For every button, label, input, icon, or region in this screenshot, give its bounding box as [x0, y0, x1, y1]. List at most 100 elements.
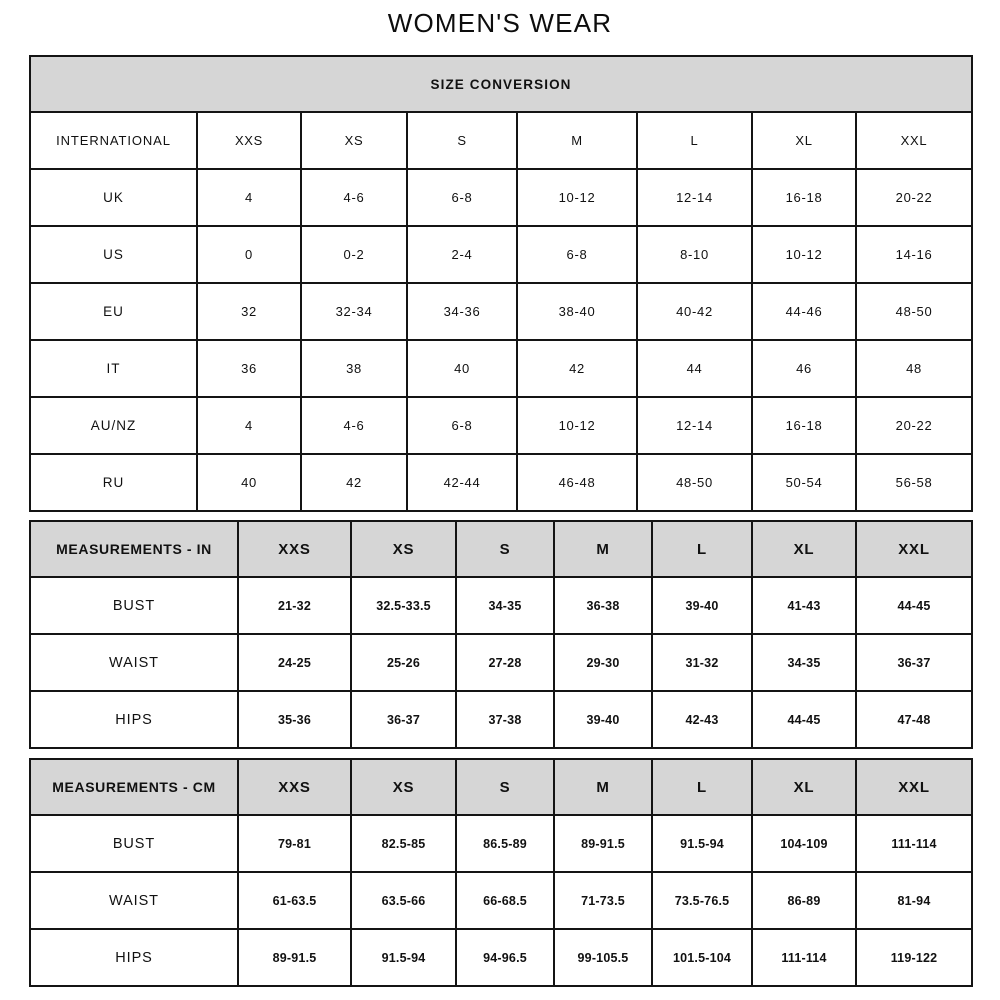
measurements-cm-size-m: M — [553, 758, 653, 816]
cell-waist-in-m: 29-30 — [553, 633, 653, 692]
page-title: WOMEN'S WEAR — [387, 8, 613, 38]
size-header-xs: XS — [300, 111, 408, 170]
size-conversion-body: SIZE CONVERSION INTERNATIONAL XXS XS S M… — [28, 55, 974, 512]
cell-hips-in-xl: 44-45 — [751, 690, 857, 749]
cell-waist-in-xxs: 24-25 — [237, 633, 352, 692]
cell-bust-cm-xxl: 111-114 — [855, 814, 973, 873]
size-conversion-size-row: INTERNATIONAL XXS XS S M L XL XXL — [29, 111, 974, 170]
cell-hips-cm-xs: 91.5-94 — [350, 928, 457, 987]
measurements-cm-corner: MEASUREMENTS - CM — [29, 758, 239, 816]
measurements-in-table: MEASUREMENTS - IN XXS XS S M L XL XXL BU… — [29, 520, 973, 749]
cell-ru-xxs: 40 — [196, 453, 302, 512]
cell-eu-m: 38-40 — [516, 282, 638, 341]
cell-bust-cm-xl: 104-109 — [751, 814, 857, 873]
cell-hips-in-xxl: 47-48 — [855, 690, 973, 749]
cell-aunz-l: 12-14 — [636, 396, 753, 455]
cell-it-xs: 38 — [300, 339, 408, 398]
size-header-xxl: XXL — [854, 111, 974, 170]
cell-waist-cm-xl: 86-89 — [751, 871, 857, 930]
cell-ru-s: 42-44 — [406, 453, 518, 512]
measurements-cm-size-xxs: XXS — [237, 758, 352, 816]
measurements-in-size-s: S — [455, 520, 555, 578]
cell-bust-in-xxl: 44-45 — [855, 576, 973, 635]
row-label-it: IT — [29, 339, 198, 398]
cell-it-xl: 46 — [751, 339, 857, 398]
size-header-xl: XL — [751, 111, 857, 170]
cell-ru-xs: 42 — [300, 453, 408, 512]
cell-waist-cm-xxl: 81-94 — [855, 871, 973, 930]
cell-bust-cm-xs: 82.5-85 — [350, 814, 457, 873]
cell-uk-xxs: 4 — [196, 168, 302, 227]
size-conversion-table: SIZE CONVERSION INTERNATIONAL XXS XS S M… — [28, 55, 974, 512]
size-header-l: L — [636, 111, 753, 170]
size-conversion-banner-row: SIZE CONVERSION — [28, 55, 974, 113]
cell-bust-cm-l: 91.5-94 — [651, 814, 753, 873]
measurements-cm-head: MEASUREMENTS - CM XXS XS S M L XL XXL — [29, 758, 973, 816]
row-label-international: INTERNATIONAL — [29, 111, 198, 170]
cell-it-xxl: 48 — [854, 339, 974, 398]
cell-aunz-xxl: 20-22 — [854, 396, 974, 455]
cell-us-m: 6-8 — [516, 225, 638, 284]
measurements-cm-size-l: L — [651, 758, 753, 816]
cell-ru-l: 48-50 — [636, 453, 753, 512]
cell-hips-cm-s: 94-96.5 — [455, 928, 555, 987]
cell-bust-cm-xxs: 79-81 — [237, 814, 352, 873]
cell-hips-cm-xxl: 119-122 — [855, 928, 973, 987]
measurements-in-size-xl: XL — [751, 520, 857, 578]
table-row: UK 4 4-6 6-8 10-12 12-14 16-18 20-22 — [29, 168, 974, 227]
cell-hips-in-xs: 36-37 — [350, 690, 457, 749]
table-row: BUST 21-32 32.5-33.5 34-35 36-38 39-40 4… — [29, 576, 973, 635]
cell-waist-cm-m: 71-73.5 — [553, 871, 653, 930]
table-row: BUST 79-81 82.5-85 86.5-89 89-91.5 91.5-… — [29, 814, 973, 873]
cell-it-m: 42 — [516, 339, 638, 398]
cell-hips-cm-xxs: 89-91.5 — [237, 928, 352, 987]
cell-uk-xl: 16-18 — [751, 168, 857, 227]
row-label-bust-cm: BUST — [29, 814, 239, 873]
cell-uk-s: 6-8 — [406, 168, 518, 227]
cell-us-l: 8-10 — [636, 225, 753, 284]
table-row: HIPS 89-91.5 91.5-94 94-96.5 99-105.5 10… — [29, 928, 973, 987]
cell-it-l: 44 — [636, 339, 753, 398]
table-row: RU 40 42 42-44 46-48 48-50 50-54 56-58 — [29, 453, 974, 512]
row-label-bust-in: BUST — [29, 576, 239, 635]
row-label-waist-cm: WAIST — [29, 871, 239, 930]
row-label-eu: EU — [29, 282, 198, 341]
cell-aunz-xs: 4-6 — [300, 396, 408, 455]
cell-waist-in-xl: 34-35 — [751, 633, 857, 692]
cell-uk-xs: 4-6 — [300, 168, 408, 227]
cell-aunz-m: 10-12 — [516, 396, 638, 455]
cell-it-xxs: 36 — [196, 339, 302, 398]
cell-eu-s: 34-36 — [406, 282, 518, 341]
cell-us-xxs: 0 — [196, 225, 302, 284]
cell-it-s: 40 — [406, 339, 518, 398]
cell-waist-in-xxl: 36-37 — [855, 633, 973, 692]
measurements-in-size-xxs: XXS — [237, 520, 352, 578]
cell-uk-l: 12-14 — [636, 168, 753, 227]
measurements-in-body: BUST 21-32 32.5-33.5 34-35 36-38 39-40 4… — [29, 576, 973, 749]
measurements-in-size-l: L — [651, 520, 753, 578]
table-row: AU/NZ 4 4-6 6-8 10-12 12-14 16-18 20-22 — [29, 396, 974, 455]
cell-us-xxl: 14-16 — [854, 225, 974, 284]
cell-eu-xxl: 48-50 — [854, 282, 974, 341]
cell-hips-in-m: 39-40 — [553, 690, 653, 749]
cell-us-xl: 10-12 — [751, 225, 857, 284]
cell-waist-cm-l: 73.5-76.5 — [651, 871, 753, 930]
size-header-m: M — [516, 111, 638, 170]
measurements-cm-table: MEASUREMENTS - CM XXS XS S M L XL XXL BU… — [29, 758, 973, 987]
cell-waist-in-s: 27-28 — [455, 633, 555, 692]
table-row: EU 32 32-34 34-36 38-40 40-42 44-46 48-5… — [29, 282, 974, 341]
cell-uk-xxl: 20-22 — [854, 168, 974, 227]
measurements-cm-body: BUST 79-81 82.5-85 86.5-89 89-91.5 91.5-… — [29, 814, 973, 987]
measurements-cm-header-row: MEASUREMENTS - CM XXS XS S M L XL XXL — [29, 758, 973, 816]
cell-bust-cm-s: 86.5-89 — [455, 814, 555, 873]
measurements-in-header-row: MEASUREMENTS - IN XXS XS S M L XL XXL — [29, 520, 973, 578]
cell-aunz-s: 6-8 — [406, 396, 518, 455]
cell-hips-in-l: 42-43 — [651, 690, 753, 749]
measurements-in-size-m: M — [553, 520, 653, 578]
row-label-uk: UK — [29, 168, 198, 227]
measurements-cm-size-xxl: XXL — [855, 758, 973, 816]
row-label-us: US — [29, 225, 198, 284]
cell-aunz-xl: 16-18 — [751, 396, 857, 455]
measurements-cm-size-xs: XS — [350, 758, 457, 816]
